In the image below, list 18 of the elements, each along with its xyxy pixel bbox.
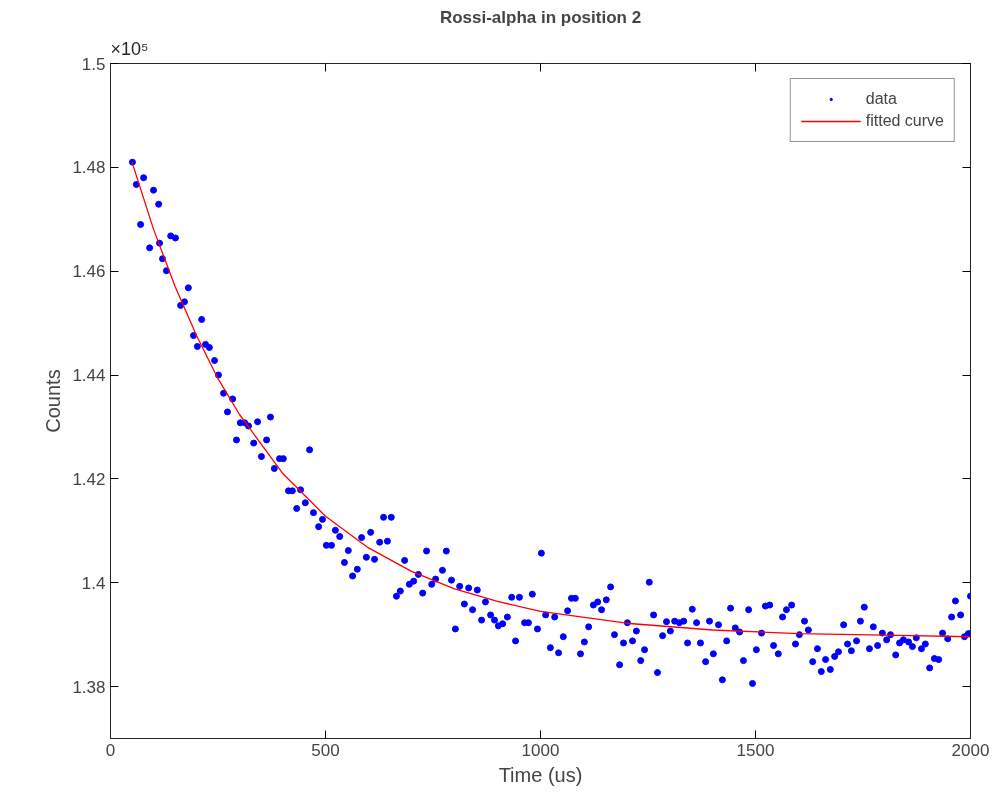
text: ×10⁵ [110, 38, 149, 59]
y-tick-label: 1.44 [72, 366, 106, 386]
legend-label: data [865, 89, 897, 109]
y-tick-label: 1.48 [72, 158, 106, 178]
x-tick-label: 500 [311, 740, 340, 760]
x-axis-title: Time (us) [498, 763, 583, 786]
y-tick-label: 1.42 [72, 469, 106, 489]
y-tick-label: 1.38 [72, 677, 106, 697]
chart-title: Rossi-alpha in position 2 [439, 7, 642, 27]
x-tick-label: 0 [105, 740, 116, 760]
legend-label: fitted curve [865, 111, 944, 131]
y-tick-label: 1.46 [72, 262, 106, 282]
x-tick-label: 2000 [951, 740, 990, 760]
y-tick-label: 1.4 [81, 573, 106, 593]
x-tick-label: 1500 [736, 740, 775, 760]
y-tick-label: 1.5 [81, 54, 106, 74]
y-axis-title: Counts [42, 369, 65, 433]
x-tick-label: 1000 [521, 740, 560, 760]
